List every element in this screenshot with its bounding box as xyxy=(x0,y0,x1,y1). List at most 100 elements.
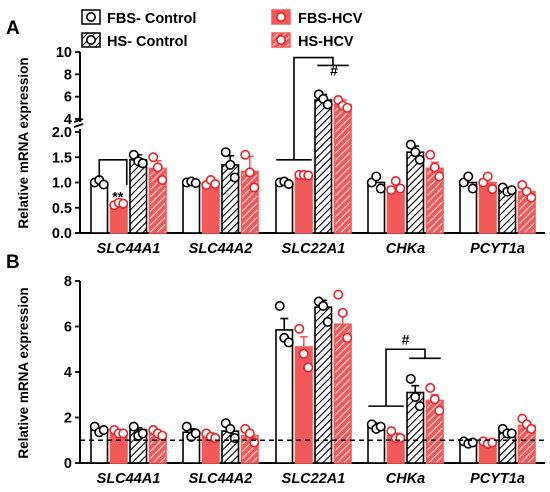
data-point xyxy=(337,307,348,318)
data-point xyxy=(249,182,260,193)
data-point xyxy=(118,428,129,439)
bar xyxy=(275,181,294,234)
bar xyxy=(314,99,333,234)
data-point xyxy=(414,401,425,412)
data-point xyxy=(137,428,148,439)
y-tick-label: 6 xyxy=(64,320,72,336)
y-tick-label: 8 xyxy=(64,274,72,290)
legend-item: HS-HCV xyxy=(271,32,354,50)
data-point xyxy=(405,139,416,150)
data-point xyxy=(118,198,129,209)
axis-break-mark xyxy=(73,123,84,128)
data-point xyxy=(322,316,333,327)
data-point xyxy=(274,301,285,312)
data-point xyxy=(333,289,344,300)
data-point xyxy=(157,174,168,185)
data-point xyxy=(482,171,493,182)
data-point xyxy=(229,172,240,183)
data-point xyxy=(303,170,314,181)
legend-label: HS-HCV xyxy=(298,34,354,50)
data-point xyxy=(410,147,421,158)
data-point xyxy=(190,178,201,189)
data-point xyxy=(294,323,305,334)
legend-dot xyxy=(275,34,286,45)
x-tick-label: SLC44A1 xyxy=(97,241,161,257)
bar xyxy=(201,182,220,234)
x-tick-label: PCYT1a xyxy=(470,471,525,487)
panel-b-chart: 0 2 4 6 8 SLC44A1 SLC44A2 SLC22A1 CHKa PCYT1a # xyxy=(64,274,545,487)
significance-bracket xyxy=(385,348,426,407)
data-point xyxy=(318,301,329,312)
data-point xyxy=(429,162,440,173)
data-point xyxy=(303,362,314,373)
y-tick-label: 0 xyxy=(64,456,72,472)
axis-break-mark xyxy=(73,118,84,123)
legend-item: FBS- Control xyxy=(81,9,196,27)
data-point xyxy=(157,430,168,441)
y-axis-label-b: Relative mRNA expression xyxy=(16,287,31,458)
data-point xyxy=(283,337,294,348)
bar xyxy=(240,170,259,234)
legend-dot xyxy=(275,12,286,22)
data-point xyxy=(467,183,478,194)
data-point xyxy=(225,159,236,170)
data-point xyxy=(506,428,517,439)
x-tick-label: SLC44A1 xyxy=(97,471,161,487)
x-tick-label: SLC44A2 xyxy=(189,471,253,487)
bar xyxy=(90,181,109,234)
data-point xyxy=(390,175,401,186)
data-point xyxy=(137,158,148,169)
x-tick-label: CHKa xyxy=(386,471,425,487)
y-tick-label: 0.0 xyxy=(52,226,72,242)
bar xyxy=(129,158,148,234)
data-point xyxy=(342,102,353,113)
data-point xyxy=(410,392,421,403)
x-tick-label: SLC22A1 xyxy=(282,241,346,257)
data-point xyxy=(517,180,528,191)
y-tick-label: 4 xyxy=(64,112,72,128)
y-tick-label: 2.0 xyxy=(52,125,72,141)
data-point xyxy=(434,405,445,416)
bar xyxy=(333,323,352,464)
significance-marker: ** xyxy=(112,189,123,205)
x-tick-label: PCYT1a xyxy=(470,241,525,257)
data-point xyxy=(220,147,231,158)
data-point xyxy=(128,421,139,432)
data-point xyxy=(225,423,236,434)
y-axis-label-a: Relative mRNA expression xyxy=(16,57,31,228)
data-point xyxy=(526,192,537,203)
x-tick-label: SLC22A1 xyxy=(282,471,346,487)
bar xyxy=(275,329,294,464)
bar xyxy=(182,181,201,234)
data-point xyxy=(98,425,109,436)
data-point xyxy=(181,421,192,432)
y-tick-label: 10 xyxy=(56,45,72,61)
data-point xyxy=(190,428,201,439)
data-point xyxy=(487,184,498,195)
data-point xyxy=(386,185,397,196)
data-point xyxy=(375,183,386,194)
legend-dot xyxy=(86,12,97,22)
y-tick-label: 1.0 xyxy=(52,176,72,192)
x-tick-label: SLC44A2 xyxy=(189,241,253,257)
data-point xyxy=(526,423,537,434)
data-point xyxy=(395,183,406,194)
data-point xyxy=(371,171,382,182)
data-point xyxy=(152,162,163,173)
data-point xyxy=(506,185,517,196)
data-point xyxy=(375,421,386,432)
data-point xyxy=(283,179,294,190)
data-point xyxy=(425,382,436,393)
y-tick-label: 6 xyxy=(64,90,72,106)
legend: FBS- Control FBS-HCV HS- Control HS-HCV xyxy=(81,9,363,50)
data-point xyxy=(414,154,425,165)
significance-marker: # xyxy=(402,332,410,348)
data-point xyxy=(322,99,333,110)
x-tick-label: CHKa xyxy=(386,241,425,257)
panel-letter-b: B xyxy=(6,252,20,273)
data-point xyxy=(244,167,255,178)
legend-label: HS- Control xyxy=(107,34,188,50)
legend-item: HS- Control xyxy=(81,32,188,50)
y-tick-label: 8 xyxy=(64,67,72,83)
